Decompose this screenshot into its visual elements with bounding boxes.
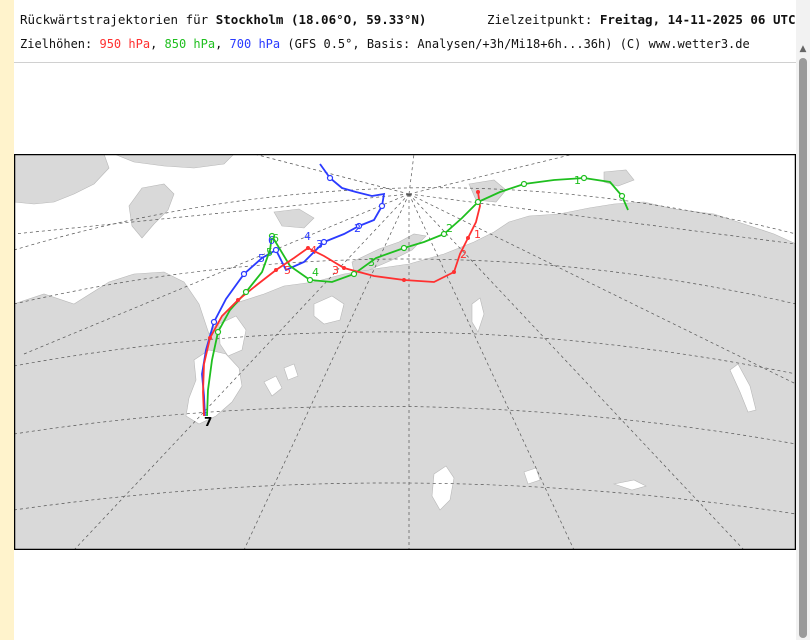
trajectory-labels: 2 3 4 5 6 1 2 3 4 5 6 1 2 3 4 5 7	[204, 174, 581, 429]
levels-label: Zielhöhen:	[20, 37, 93, 51]
level-700-label: 700 hPa	[229, 37, 281, 51]
traj-850-point	[400, 244, 408, 252]
label-850-5: 5	[266, 246, 273, 259]
water-lake-onega	[283, 363, 299, 381]
label-950-4: 4	[310, 244, 317, 257]
traj-700-point	[378, 202, 386, 210]
water-caspian-sea	[431, 465, 455, 511]
traj-950-point	[342, 266, 346, 270]
traj-850-point	[440, 230, 448, 238]
scroll-up-arrow-icon[interactable]: ▲	[799, 44, 807, 54]
land-greenland	[13, 153, 110, 205]
water-gulf-of-bothnia	[218, 315, 247, 357]
graticule-lat-1	[13, 187, 797, 251]
graticule-lon-1	[13, 193, 410, 235]
trajectory-850-points	[214, 174, 626, 336]
traj-850-point	[268, 232, 276, 240]
graticule-lat-2	[13, 258, 797, 305]
water-ob-gulf	[471, 297, 485, 333]
traj-700-point	[320, 238, 328, 246]
graticule-lat-4	[13, 405, 797, 445]
traj-850-point	[580, 174, 588, 182]
traj-950-point	[208, 336, 212, 340]
trajectory-chart-frame: Rückwärtstrajektorien für Stockholm (18.…	[13, 0, 797, 640]
graticule-lon-12	[408, 153, 575, 195]
map-svg: 2 3 4 5 6 1 2 3 4 5 6 1 2 3 4 5 7	[13, 153, 797, 551]
water-layer	[185, 295, 757, 511]
traj-700-point	[326, 174, 334, 182]
land-svalbard	[128, 183, 175, 239]
map-border	[13, 153, 797, 551]
traj-950-point	[466, 236, 470, 240]
traj-950-point	[402, 278, 406, 282]
page-left-strip	[0, 0, 14, 640]
vertical-scrollbar[interactable]: ▲	[796, 0, 810, 640]
graticule-lon-6	[408, 193, 575, 551]
traj-950-point	[306, 246, 310, 250]
water-white-sea	[313, 295, 345, 325]
land-franz-josef	[273, 208, 315, 229]
traj-950-point	[476, 190, 480, 194]
graticule-lon-10	[408, 153, 415, 195]
label-950-1: 1	[474, 228, 481, 241]
trajectory-map: 2 3 4 5 6 1 2 3 4 5 6 1 2 3 4 5 7	[13, 153, 797, 551]
traj-850-point	[306, 276, 314, 284]
label-700-6: 6	[268, 234, 275, 247]
target-time-block: Zielzeitpunkt: Freitag, 14-11-2025 06 UT…	[487, 12, 796, 27]
traj-850-point	[474, 198, 482, 206]
water-lake-balkhash	[612, 479, 647, 491]
traj-950-point	[452, 270, 456, 274]
label-700-5: 5	[258, 252, 265, 265]
water-baltic-sea	[185, 349, 243, 425]
label-850-6: 6	[272, 232, 279, 245]
trajectory-850-line	[206, 177, 629, 417]
traj-700-point	[210, 318, 218, 326]
traj-850-point	[520, 180, 528, 188]
graticule-lon-4	[243, 193, 410, 551]
trajectory-950-points	[208, 190, 480, 340]
graticule	[13, 153, 797, 551]
traj-850-point	[242, 288, 250, 296]
level-950-label: 950 hPa	[99, 37, 151, 51]
target-marker: 7	[204, 415, 212, 429]
header-line-levels: Zielhöhen: 950 hPa, 850 hPa, 700 hPa (GF…	[20, 37, 750, 51]
traj-700-point	[272, 246, 280, 254]
graticule-lat-3	[13, 331, 797, 375]
water-lake-ladoga	[263, 375, 283, 397]
trajectory-700-points	[210, 174, 386, 326]
traj-850-point	[214, 328, 222, 336]
header-line-title: Rückwärtstrajektorien für Stockholm (18.…	[20, 12, 796, 27]
traj-850-point	[350, 270, 358, 278]
label-700-4: 4	[304, 230, 311, 243]
traj-950-point	[236, 298, 240, 302]
traj-850-point	[618, 192, 626, 200]
graticule-lat-5	[13, 482, 797, 515]
trajectory-950-line	[202, 191, 481, 417]
traj-700-point	[355, 222, 363, 230]
target-time-label: Zielzeitpunkt:	[487, 12, 593, 27]
label-700-3: 3	[316, 238, 323, 251]
label-850-2: 2	[446, 222, 453, 235]
level-850-label: 850 hPa	[164, 37, 216, 51]
label-950-5: 5	[284, 264, 291, 277]
source-note: (GFS 0.5°, Basis: Analysen/+3h/Mi18+6h..…	[287, 37, 750, 51]
scroll-thumb[interactable]	[799, 58, 807, 638]
label-850-1: 1	[574, 174, 581, 187]
label-950-2: 2	[460, 248, 467, 261]
title-prefix: Rückwärtstrajektorien für	[20, 12, 209, 27]
label-850-4: 4	[312, 266, 319, 279]
graticule-lon-11	[253, 153, 410, 195]
label-700-2: 2	[354, 222, 361, 235]
label-850-3: 3	[368, 256, 375, 269]
water-aral-sea	[523, 467, 541, 485]
target-time-value: Freitag, 14-11-2025 06 UTC	[599, 12, 796, 27]
graticule-lon-9	[408, 193, 797, 245]
chart-header: Rückwärtstrajektorien für Stockholm (18.…	[14, 0, 796, 63]
location-name: Stockholm (18.06°O, 59.33°N)	[215, 12, 427, 27]
label-950-3: 3	[332, 264, 339, 277]
water-baikal	[729, 363, 757, 413]
traj-700-point	[240, 270, 248, 278]
traj-950-point	[274, 268, 278, 272]
